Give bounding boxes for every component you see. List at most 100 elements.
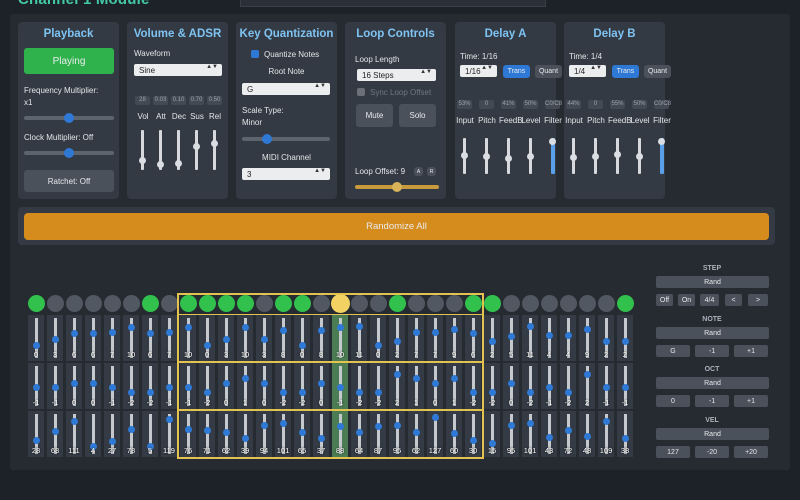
step-toggle[interactable] xyxy=(598,295,615,312)
slider-thumb[interactable] xyxy=(299,429,306,436)
slider-thumb[interactable] xyxy=(185,324,192,331)
slider-track[interactable] xyxy=(624,414,627,454)
slider-thumb[interactable] xyxy=(147,389,154,396)
octave-slider[interactable]: -1 xyxy=(104,363,120,409)
slider-thumb[interactable] xyxy=(71,418,78,425)
step-toggle[interactable] xyxy=(560,295,577,312)
step-toggle[interactable] xyxy=(427,295,444,312)
step-toggle[interactable] xyxy=(85,295,102,312)
slider-thumb[interactable] xyxy=(147,443,154,450)
vertical-slider-knob[interactable] xyxy=(614,151,621,158)
step-toggle[interactable] xyxy=(161,295,178,312)
slider-thumb[interactable] xyxy=(394,422,401,429)
slider-thumb[interactable] xyxy=(318,380,325,387)
slider-thumb[interactable] xyxy=(280,420,287,427)
slider-thumb[interactable] xyxy=(204,389,211,396)
note-slider[interactable]: 6 xyxy=(142,315,158,361)
velocity-slider[interactable]: 76 xyxy=(180,411,196,457)
octave-slider[interactable]: 0 xyxy=(218,363,234,409)
vertical-slider[interactable] xyxy=(461,138,468,174)
vel-max-button[interactable]: 127 xyxy=(656,446,690,458)
step-toggle[interactable] xyxy=(351,295,368,312)
velocity-slider[interactable]: 88 xyxy=(332,411,348,457)
freq-slider-knob[interactable] xyxy=(64,113,74,123)
note-slider[interactable]: 3 xyxy=(218,315,234,361)
slider-thumb[interactable] xyxy=(508,422,515,429)
slider-track[interactable] xyxy=(567,366,570,406)
step-toggle[interactable] xyxy=(313,295,330,312)
note-slider[interactable]: 8 xyxy=(275,315,291,361)
slider-thumb[interactable] xyxy=(261,336,268,343)
velocity-slider[interactable]: 39 xyxy=(237,411,253,457)
vertical-slider-knob[interactable] xyxy=(549,138,556,145)
slider-track[interactable] xyxy=(73,414,76,454)
offset-r-button[interactable]: R xyxy=(427,167,436,176)
vertical-slider[interactable] xyxy=(549,138,556,174)
velocity-slider[interactable]: 78 xyxy=(123,411,139,457)
slider-thumb[interactable] xyxy=(356,323,363,330)
slider-thumb[interactable] xyxy=(375,423,382,430)
step-toggle[interactable] xyxy=(123,295,140,312)
slider-track[interactable] xyxy=(320,318,323,358)
slider-track[interactable] xyxy=(434,318,437,358)
vertical-slider-knob[interactable] xyxy=(211,140,218,147)
slider-track[interactable] xyxy=(434,414,437,454)
velocity-slider[interactable]: 95 xyxy=(389,411,405,457)
octave-slider[interactable]: -2 xyxy=(142,363,158,409)
slider-thumb[interactable] xyxy=(204,427,211,434)
velocity-slider[interactable]: 43 xyxy=(541,411,557,457)
slider-track[interactable] xyxy=(491,366,494,406)
slider-thumb[interactable] xyxy=(584,371,591,378)
vertical-slider-knob[interactable] xyxy=(175,160,182,167)
vel-plus-button[interactable]: +20 xyxy=(734,446,768,458)
slider-thumb[interactable] xyxy=(356,429,363,436)
slider-thumb[interactable] xyxy=(109,384,116,391)
slider-thumb[interactable] xyxy=(223,429,230,436)
slider-track[interactable] xyxy=(206,366,209,406)
slider-thumb[interactable] xyxy=(280,389,287,396)
slider-thumb[interactable] xyxy=(52,336,59,343)
slider-thumb[interactable] xyxy=(622,435,629,442)
step-toggle[interactable] xyxy=(104,295,121,312)
slider-track[interactable] xyxy=(567,414,570,454)
octave-slider[interactable]: -2 xyxy=(522,363,538,409)
slider-track[interactable] xyxy=(586,366,589,406)
step-toggle[interactable] xyxy=(484,295,501,312)
slider-track[interactable] xyxy=(529,366,532,406)
slider-track[interactable] xyxy=(73,318,76,358)
slider-track[interactable] xyxy=(244,366,247,406)
slider-track[interactable] xyxy=(92,318,95,358)
octave-slider[interactable]: 0 xyxy=(256,363,272,409)
vertical-slider[interactable] xyxy=(157,130,164,170)
slider-track[interactable] xyxy=(491,414,494,454)
step-toggle[interactable] xyxy=(331,294,350,313)
root-note-select[interactable]: G ▲▼ xyxy=(242,83,330,95)
slider-thumb[interactable] xyxy=(432,329,439,336)
slider-track[interactable] xyxy=(35,414,38,454)
slider-thumb[interactable] xyxy=(565,389,572,396)
step-toggle[interactable] xyxy=(237,295,254,312)
step-toggle[interactable] xyxy=(389,295,406,312)
velocity-slider[interactable]: 62 xyxy=(218,411,234,457)
slider-thumb[interactable] xyxy=(489,338,496,345)
slider-thumb[interactable] xyxy=(223,336,230,343)
note-slider[interactable]: 0 xyxy=(370,315,386,361)
note-slider[interactable]: 4 xyxy=(541,315,557,361)
step-toggle[interactable] xyxy=(66,295,83,312)
slider-thumb[interactable] xyxy=(508,333,515,340)
note-minus-button[interactable]: -1 xyxy=(695,345,729,357)
slider-track[interactable] xyxy=(339,414,342,454)
slider-track[interactable] xyxy=(168,318,171,358)
slider-thumb[interactable] xyxy=(128,389,135,396)
oct-minus-button[interactable]: -1 xyxy=(695,395,729,407)
note-slider[interactable]: 7 xyxy=(408,315,424,361)
note-slider[interactable]: 9 xyxy=(446,315,462,361)
step-toggle[interactable] xyxy=(541,295,558,312)
slider-thumb[interactable] xyxy=(584,326,591,333)
slider-thumb[interactable] xyxy=(527,389,534,396)
step-toggle[interactable] xyxy=(465,295,482,312)
slider-track[interactable] xyxy=(396,414,399,454)
note-slider[interactable]: 10 xyxy=(332,315,348,361)
velocity-slider[interactable]: 64 xyxy=(351,411,367,457)
slider-track[interactable] xyxy=(168,414,171,454)
